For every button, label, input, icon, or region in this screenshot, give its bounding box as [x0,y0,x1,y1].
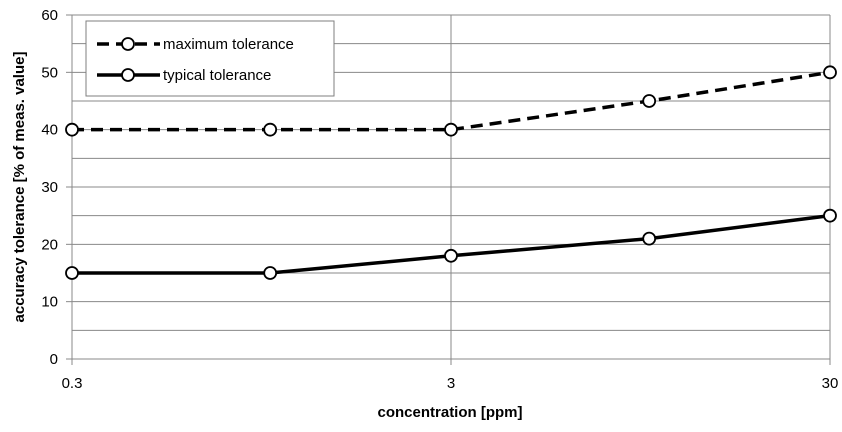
x-axis-title: concentration [ppm] [378,404,523,421]
x-tick-label: 0.3 [62,375,83,392]
x-tick-label: 3 [447,375,455,392]
series-2-point [444,248,458,263]
legend: maximum tolerance typical tolerance [85,20,335,97]
series-1-point [444,122,458,137]
y-axis-title: accuracy tolerance [% of meas. value] [11,52,28,323]
y-tick-label: 60 [41,7,58,24]
legend-label-1: maximum tolerance [163,36,294,53]
legend-marker-2 [121,68,135,82]
x-tick-label: 30 [822,375,839,392]
y-tick-label: 20 [41,236,58,253]
y-tick-label: 50 [41,64,58,81]
legend-box [85,20,335,97]
series-2-point [263,266,278,280]
y-tick-label: 30 [41,179,58,196]
series-1-point [263,122,278,137]
y-tick-label: 40 [41,122,58,139]
axes: 0 10 20 30 40 50 60 0.3 3 30 [41,7,838,392]
legend-marker-1 [121,37,135,51]
series-1-point [65,122,79,137]
series-lines [65,65,837,280]
series-2-point [823,208,837,223]
series-1-point [823,65,837,80]
series-1-point [642,94,657,108]
y-tick-label: 10 [41,294,58,311]
legend-label-2: typical tolerance [163,67,271,84]
series-2-point [642,231,657,246]
y-tick-label: 0 [50,351,58,368]
series-2-point [65,266,79,280]
